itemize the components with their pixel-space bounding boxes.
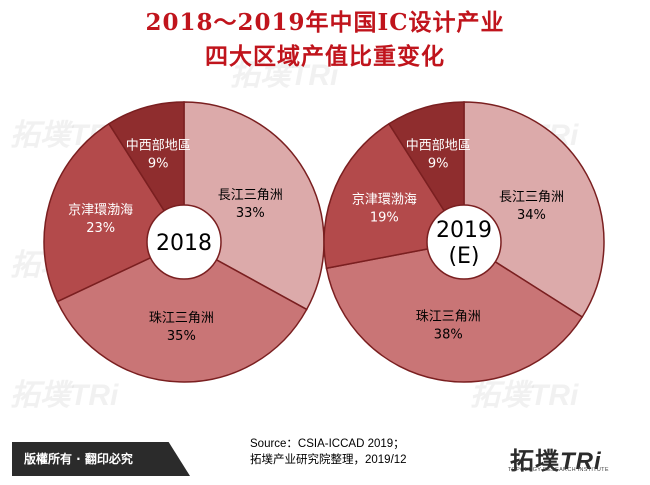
slice-3 [43,122,186,303]
slice-value-label: 33% [236,206,265,221]
center-label: (E) [448,244,479,269]
slice-label: 京津環渤海 [68,202,133,218]
slice-4 [387,101,465,245]
slice-4 [107,101,185,245]
slice-label: 長江三角洲 [218,188,283,203]
slice-2 [325,241,584,383]
source-line-1: Source：CSIA-ICCAD 2019； [250,438,405,450]
logo-tri: TRi [560,448,602,475]
logo: 拓墣TRi [510,441,602,476]
title-line-1: 2018～2019年中国IC设计产业 [145,9,505,36]
slice-label: 中西部地區 [126,138,191,153]
slice-label: 珠江三角洲 [149,311,214,326]
donut-hole [146,204,222,280]
slice-value-label: 23% [86,221,115,236]
slice-1 [463,101,605,319]
source-note: Source：CSIA-ICCAD 2019； 拓墣产业研究院整理，2019/1… [250,436,460,468]
logo-subtitle: TOPOLOGY RESEARCH INSTITUTE [508,467,609,473]
slice-label: 長江三角洲 [499,190,564,205]
center-label: 2018 [156,231,212,256]
donut-hole [426,204,502,280]
slice-1 [183,101,325,311]
slice-2 [56,241,308,383]
slice-label: 中西部地區 [406,138,471,153]
page-title: 2018～2019年中国IC设计产业 四大区域产值比重变化 [0,6,650,74]
donut-chart-1: 長江三角洲 33% 珠江三角洲 35% 京津環渤海 23% 中西部地區 9% 2018 [43,101,325,383]
slice-value-label: 9% [428,156,449,171]
slice-label: 京津環渤海 [352,192,417,208]
slice-value-label: 9% [148,156,169,171]
source-line-2: 拓墣产业研究院整理，2019/12 [250,454,407,466]
title-line-2: 四大区域产值比重变化 [205,43,445,70]
slice-label: 珠江三角洲 [416,310,481,325]
center-label: 2019 [436,218,492,243]
slice-value-label: 38% [434,328,463,343]
logo-text: 拓墣 [510,448,560,475]
slice-value-label: 35% [167,329,196,344]
donut-chart-2: 長江三角洲 34% 珠江三角洲 38% 京津環渤海 19% 中西部地區 9% 2019(E) [323,101,605,383]
copyright-badge: 版權所有 · 翻印必究 [12,442,190,476]
slice-value-label: 34% [517,208,546,223]
slice-value-label: 19% [370,211,399,226]
